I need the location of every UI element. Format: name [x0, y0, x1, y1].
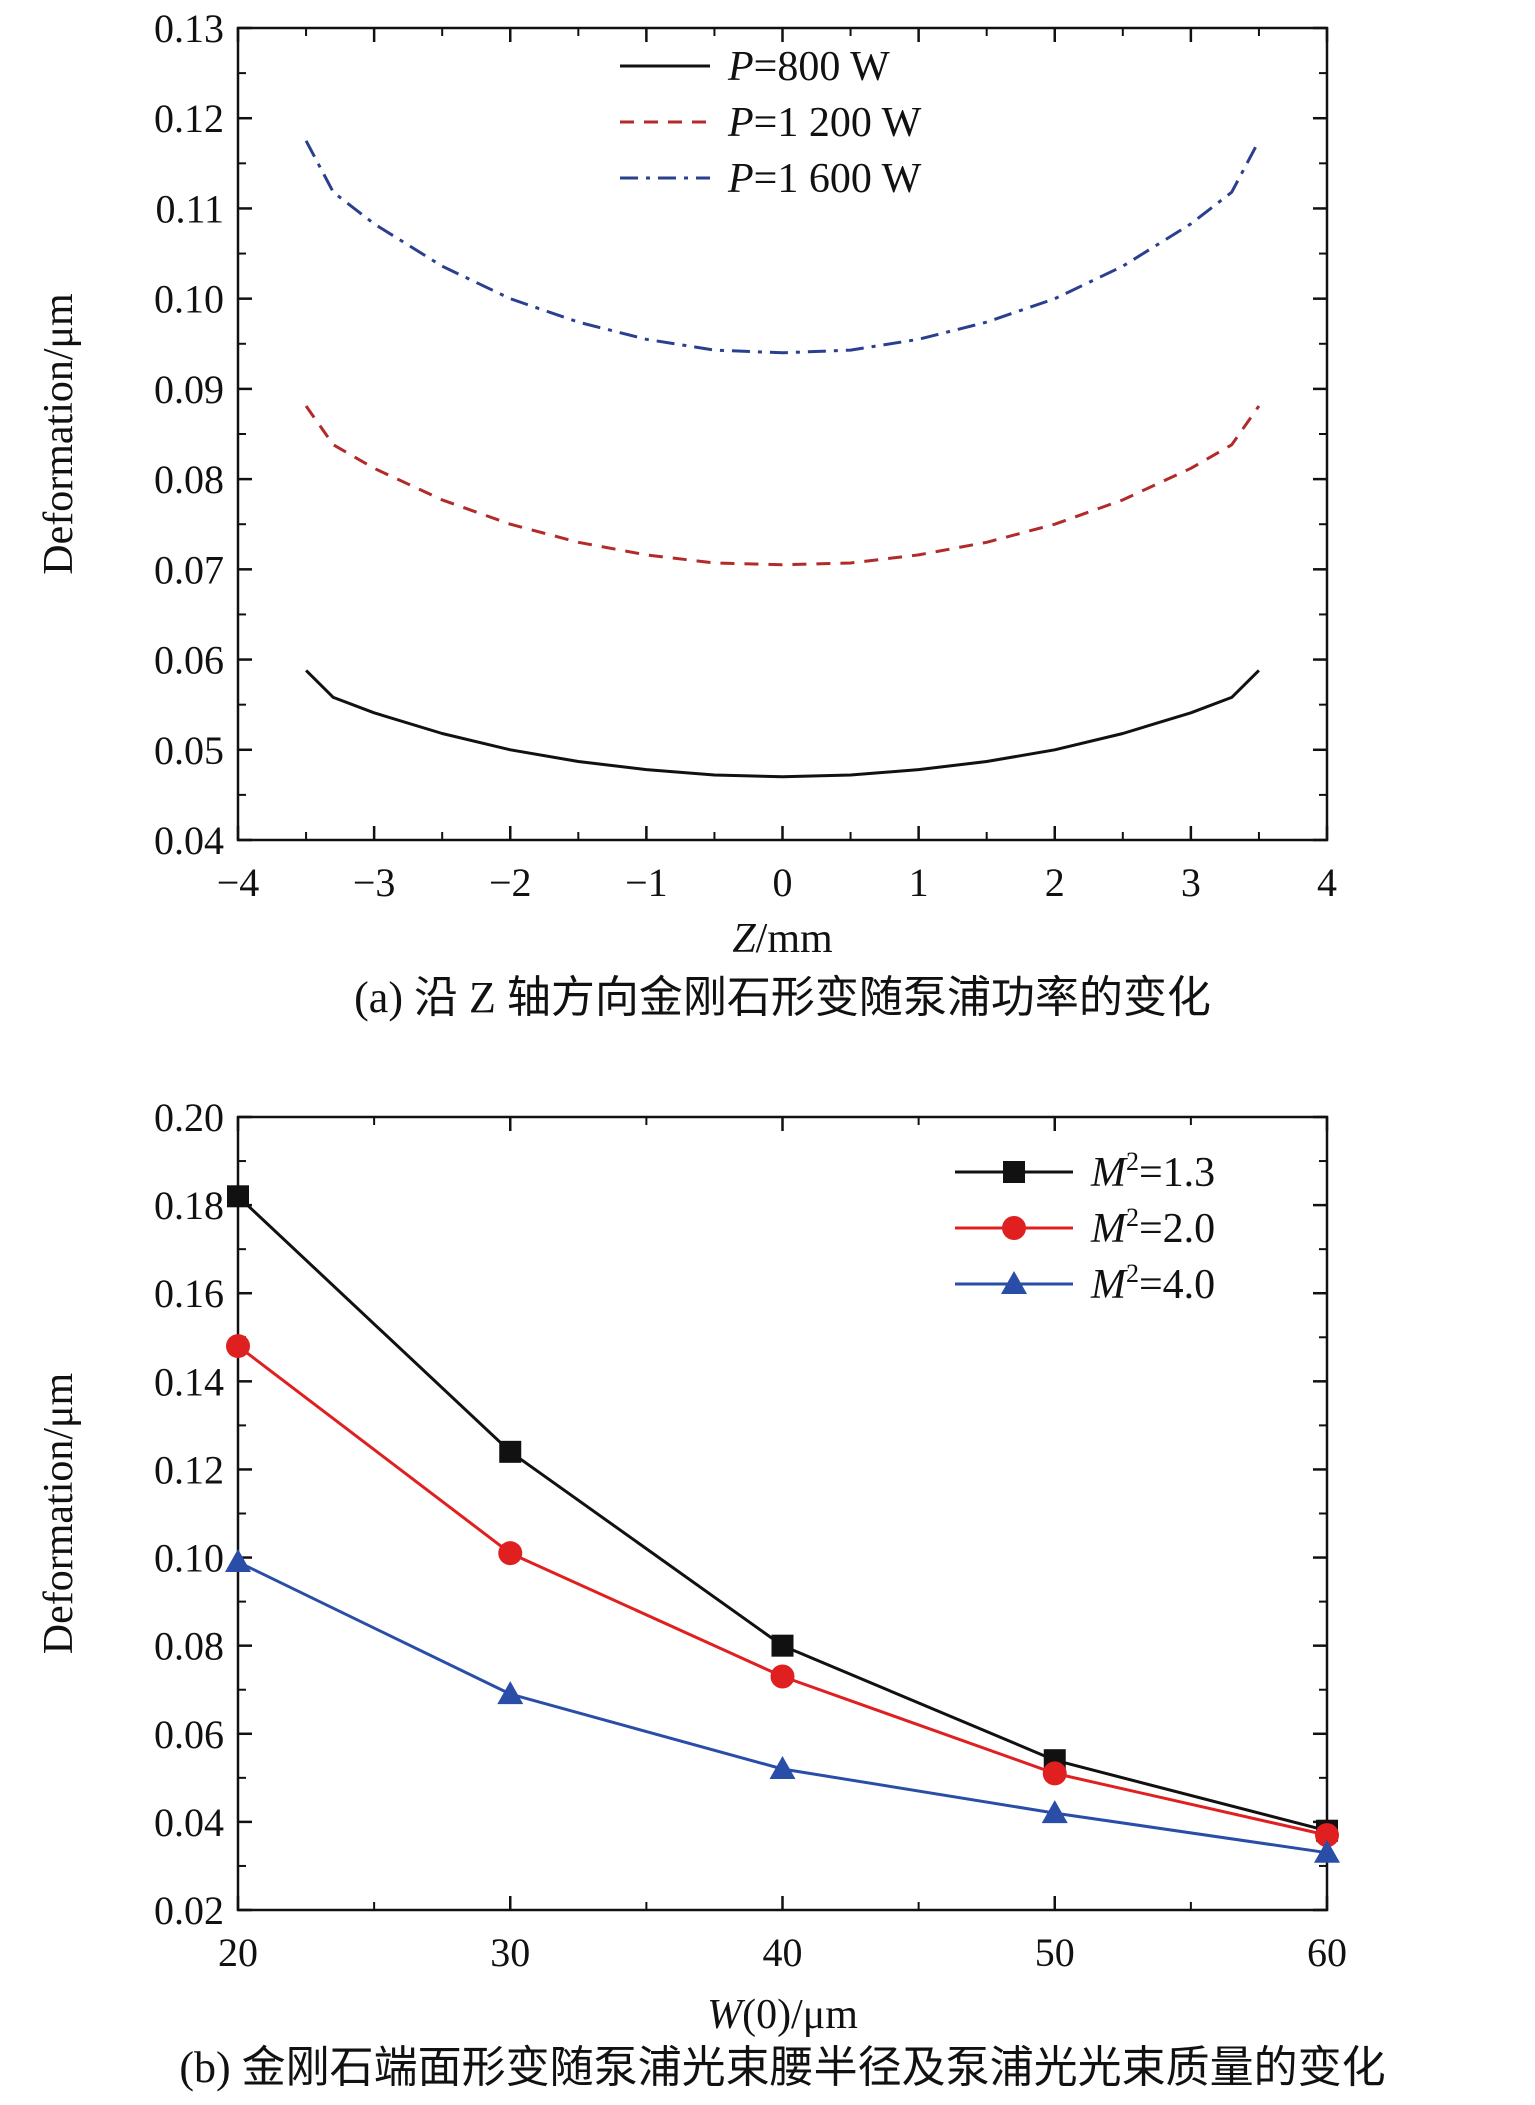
legend-value: =1.3 — [1139, 1150, 1215, 1196]
legend-variable: M — [1090, 1206, 1128, 1252]
data-point — [227, 1185, 249, 1208]
data-point — [769, 1756, 796, 1780]
series-2: M2=2.0 — [226, 1203, 1339, 1848]
y-tick-label: 0.06 — [154, 638, 224, 683]
x-tick-label: 2 — [1045, 860, 1065, 905]
y-tick-label: 0.13 — [154, 6, 224, 51]
y-tick-label: 0.12 — [154, 1447, 224, 1492]
data-point — [1042, 1761, 1067, 1786]
data-point — [1314, 1839, 1340, 1863]
legend-marker — [1001, 1271, 1027, 1294]
x-axis-variable: W — [707, 1992, 746, 2038]
legend-variable: M — [1090, 1262, 1128, 1308]
data-point — [499, 1440, 522, 1463]
series-3: M2=4.0 — [225, 1259, 1340, 1863]
y-tick-label: 0.16 — [154, 1271, 224, 1316]
y-tick-label: 0.09 — [154, 367, 224, 412]
data-point — [226, 1334, 250, 1359]
y-tick-label: 0.11 — [155, 186, 224, 231]
y-tick-label: 0.18 — [154, 1183, 224, 1228]
legend-label: P=1 200 W — [727, 100, 922, 146]
x-tick-label: 40 — [763, 1930, 803, 1975]
panel-caption: (a) 沿 Z 轴方向金刚石形变随泵浦功率的变化 — [354, 973, 1211, 1022]
legend-marker — [1003, 1161, 1025, 1183]
y-tick-label: 0.07 — [154, 547, 224, 592]
x-tick-label: 60 — [1307, 1930, 1347, 1975]
x-tick-label: 4 — [1317, 860, 1337, 905]
series-line — [304, 140, 1261, 355]
series-line — [237, 1560, 1328, 1855]
x-tick-label: 0 — [773, 860, 793, 905]
data-point — [1315, 1823, 1339, 1848]
plot-frame — [236, 26, 1329, 842]
legend-variable: M — [1090, 1150, 1128, 1196]
x-tick-label: −3 — [353, 860, 396, 905]
x-axis-variable: Z — [732, 916, 756, 962]
legend-label: P=1 600 W — [727, 156, 922, 202]
x-tick-label: 20 — [218, 1930, 258, 1975]
y-tick-label: 0.08 — [154, 1624, 224, 1669]
legend-label: M2=2.0 — [1090, 1203, 1215, 1252]
legend-variable: P — [727, 100, 754, 146]
x-tick-label: 50 — [1035, 1930, 1075, 1975]
x-tick-label: −1 — [625, 860, 668, 905]
x-axis-label: Z/mm — [732, 916, 833, 962]
x-axis-unit: (0)/μm — [742, 1992, 858, 2038]
legend-marker — [1002, 1216, 1026, 1240]
legend-label: P=800 W — [727, 44, 890, 90]
chart-panel-1: −4 −3 −2 −1 0 1 2 3 4 0.04 0.05 0.06 0.07 0.08 0.09 0.1… — [36, 6, 1337, 1022]
data-point — [770, 1664, 795, 1689]
y-tick-label: 0.14 — [154, 1359, 224, 1404]
y-tick-label: 0.04 — [154, 818, 224, 863]
data-point — [225, 1548, 251, 1572]
legend-label: M2=1.3 — [1090, 1147, 1215, 1196]
y-tick-label: 0.02 — [154, 1888, 224, 1933]
legend-label: M2=4.0 — [1090, 1259, 1215, 1308]
legend-value: =800 W — [754, 44, 890, 90]
y-tick-label: 0.12 — [154, 96, 224, 141]
y-tick-label: 0.20 — [154, 1095, 224, 1140]
series-line — [305, 669, 1260, 779]
legend-value: =1 200 W — [754, 100, 922, 146]
x-axis-unit: /mm — [756, 916, 833, 962]
data-point — [498, 1541, 523, 1566]
legend-value: =1 600 W — [754, 156, 922, 202]
legend-superscript: 2 — [1126, 1259, 1139, 1288]
legend-variable: P — [727, 156, 754, 202]
data-point — [771, 1634, 794, 1657]
legend-superscript: 2 — [1126, 1147, 1139, 1176]
x-tick-label: −2 — [489, 860, 532, 905]
y-tick-label: 0.10 — [154, 1536, 224, 1581]
legend-variable: P — [727, 44, 754, 90]
x-tick-label: 3 — [1181, 860, 1201, 905]
series-3: P=1 600 W — [304, 140, 1261, 355]
legend-superscript: 2 — [1126, 1203, 1139, 1232]
legend-value: =2.0 — [1139, 1206, 1215, 1252]
x-tick-label: 1 — [909, 860, 929, 905]
data-point — [1041, 1800, 1068, 1824]
y-axis-label: Deformation/μm — [36, 293, 82, 575]
panel-caption: (b) 金刚石端面形变随泵浦光束腰半径及泵浦光光束质量的变化 — [179, 2043, 1385, 2092]
y-tick-label: 0.06 — [154, 1712, 224, 1757]
x-tick-label: −4 — [217, 860, 260, 905]
series-1: P=800 W — [305, 44, 1260, 779]
series-2: P=1 200 W — [304, 100, 1261, 567]
y-tick-label: 0.04 — [154, 1800, 224, 1845]
chart-panel-2: 20 30 40 50 60 0.02 0.04 0.06 0.08 0.10 0.12 0.14 0.… — [36, 1095, 1386, 2092]
y-tick-label: 0.10 — [154, 277, 224, 322]
y-tick-label: 0.05 — [154, 728, 224, 773]
x-tick-label: 30 — [490, 1930, 530, 1975]
y-tick-label: 0.08 — [154, 457, 224, 502]
x-axis-label: W(0)/μm — [707, 1992, 858, 2038]
series-line — [304, 405, 1261, 567]
legend-value: =4.0 — [1139, 1262, 1215, 1308]
y-axis-label: Deformation/μm — [36, 1372, 82, 1654]
data-point — [497, 1681, 524, 1705]
